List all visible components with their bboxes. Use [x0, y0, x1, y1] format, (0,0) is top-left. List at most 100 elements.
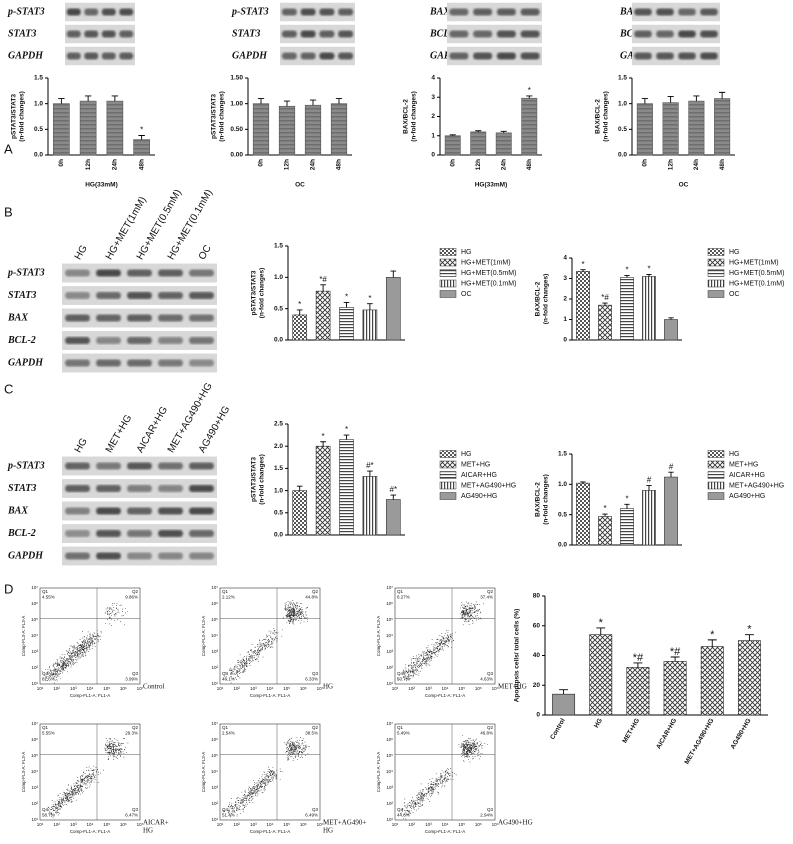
y-tick-label: 10⁵: [31, 753, 38, 758]
error-bar: [390, 494, 397, 500]
panel-letter: B: [4, 204, 13, 219]
error-bar: [707, 639, 717, 647]
x-tick-label: 10⁷: [137, 686, 144, 691]
quadrant-percent: 4.55%: [42, 595, 55, 600]
y-tick-label: 10⁶: [31, 737, 38, 742]
x-axis-title: Comp-FL1-A: FL1-A: [250, 829, 291, 834]
y-tick-label: 4: [563, 255, 567, 262]
y-tick-label: 10⁵: [386, 753, 393, 758]
y-tick-label: 1.0: [274, 487, 283, 494]
error-bar: [580, 269, 586, 272]
legend-swatch: [707, 492, 725, 500]
error-bar: [84, 95, 92, 102]
event-dots: [41, 602, 129, 684]
y-tick-label: 10¹: [31, 681, 38, 686]
x-tick-label: 10²: [233, 822, 240, 827]
legend-swatch: [707, 471, 725, 479]
bar: [133, 139, 150, 156]
legend-swatch: [439, 279, 457, 288]
x-tick-label: 24h: [310, 159, 317, 170]
y-tick-label: 10²: [211, 801, 218, 806]
error-bar: [559, 689, 569, 695]
quadrant-percent: 51.4%: [222, 813, 235, 818]
y-axis-title: Comp-FL3-A: FL3-A: [21, 752, 26, 793]
blot-band: [678, 52, 696, 60]
quadrant-name: Q2: [487, 725, 494, 730]
y-tick-label: 0.50: [230, 126, 243, 133]
legend-swatch: [439, 492, 457, 500]
y-tick-label: 1: [563, 316, 567, 323]
blot-band: [189, 530, 214, 537]
quadrant-name: Q1: [42, 589, 49, 594]
legend-swatch: [707, 258, 725, 267]
x-axis-title: Comp-FL1-A: FL1-A: [70, 829, 111, 834]
bar: [664, 476, 678, 546]
y-tick-label: 20: [533, 682, 541, 689]
bar: [589, 634, 613, 716]
blot-band: [189, 552, 214, 560]
error-bar: [309, 99, 317, 106]
x-tick-label: 12h: [284, 159, 291, 170]
x-tick-label: 48h: [526, 159, 533, 170]
blot-band: [127, 292, 152, 299]
blot-row-label: p-STAT3: [7, 6, 45, 17]
legend-swatch: [707, 460, 725, 469]
legend-swatch: [707, 279, 725, 288]
quadrant-name: Q1: [222, 725, 229, 730]
x-tick-label: 24h: [500, 159, 507, 170]
quadrant-percent: 5.55%: [42, 731, 55, 736]
legend-label: AICAR+HG: [729, 472, 765, 479]
blot-row-label: GAPDH: [8, 357, 44, 368]
x-tick-label: MET+HG: [621, 717, 641, 744]
quadrant-name: Q3: [132, 671, 139, 676]
blot-row-label: BAX: [619, 6, 640, 17]
bar: [662, 102, 679, 156]
blot-band: [84, 52, 99, 60]
significance-mark: *: [345, 425, 348, 434]
y-tick-label: 10²: [211, 665, 218, 670]
blot-band: [338, 30, 354, 38]
blot-band: [189, 337, 214, 344]
x-tick-label: 10³: [250, 686, 257, 691]
bar: [292, 314, 308, 341]
quadrant-name: Q1: [42, 725, 49, 730]
plot-frame: [219, 587, 321, 685]
quadrant-percent: 44.8%: [305, 595, 318, 600]
blot-band: [65, 359, 90, 367]
quadrant-percent: 2.94%: [480, 813, 493, 818]
lane-label: AICAR+HG: [135, 405, 170, 455]
x-tick-label: 10¹: [392, 686, 399, 691]
blot-band: [281, 52, 297, 60]
quadrant-name: Q2: [487, 589, 494, 594]
error-bar: [367, 470, 373, 477]
x-tick-label: 10⁵: [458, 822, 465, 827]
blot-band: [189, 507, 214, 515]
x-tick-label: 10³: [250, 822, 257, 827]
significance-mark: *: [625, 494, 628, 503]
y-tick-label: 60: [533, 622, 541, 629]
blot-band: [65, 314, 90, 322]
x-tick-label: AICAR+HG: [655, 717, 678, 750]
blot-band: [127, 485, 152, 492]
error-bar: [646, 273, 652, 277]
x-tick-label: 10⁵: [283, 822, 290, 827]
blot-band: [656, 30, 674, 38]
bar: [688, 100, 705, 156]
y-tick-label: 1.00: [230, 100, 243, 107]
y-tick-label: 0.5: [34, 126, 43, 133]
blot-background: [632, 24, 720, 44]
quadrant-name: Q2: [132, 725, 139, 730]
x-axis-title: Comp-FL1-A: FL1-A: [70, 693, 111, 698]
x-tick-label: 12h: [85, 159, 92, 170]
error-bar: [646, 485, 652, 491]
error-bar: [719, 91, 726, 99]
blot-band: [700, 52, 718, 60]
y-axis-title: BAX/BCL-2: [535, 281, 542, 316]
legend-swatch: [439, 471, 457, 479]
legend-label: HG+MET(0.5mM): [729, 270, 784, 277]
bar: [292, 490, 308, 536]
blot-band: [158, 269, 183, 277]
y-tick-label: 10⁴: [211, 633, 218, 638]
bar: [362, 309, 378, 341]
blot-band: [319, 30, 335, 38]
